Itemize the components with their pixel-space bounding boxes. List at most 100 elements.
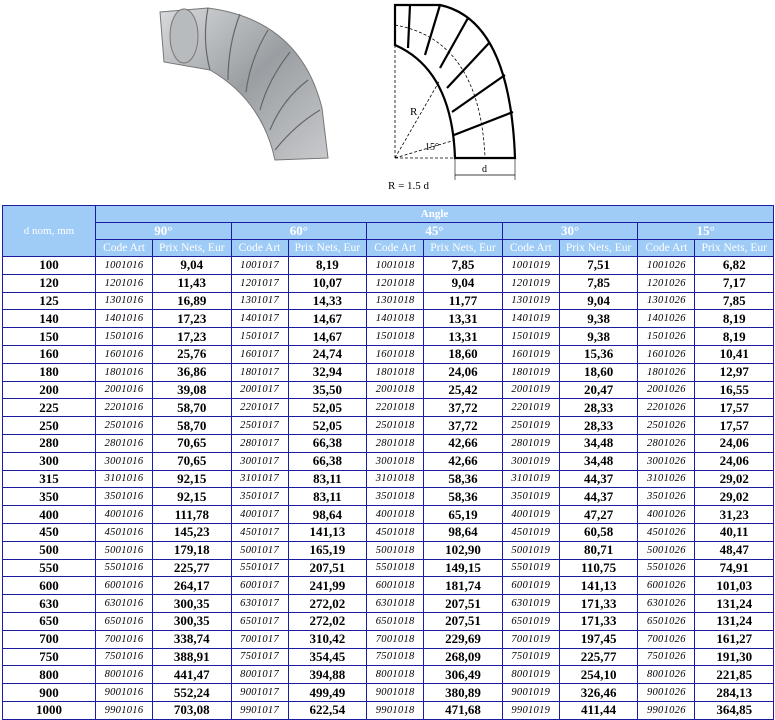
price-cell: 145,23	[152, 522, 232, 542]
d-nom-cell: 600	[2, 576, 96, 596]
d-nom-cell: 180	[2, 362, 96, 382]
price-cell: 141,13	[287, 522, 368, 542]
price-cell: 149,15	[423, 558, 503, 578]
price-cell: 161,27	[694, 629, 775, 649]
price-cell: 29,02	[694, 487, 775, 507]
table-row: 125 1301016 16,89 1301017 14,33 1301018 11,77 1…	[2, 291, 775, 311]
price-cell: 24,06	[694, 451, 775, 471]
code-art-cell: 2001026	[637, 380, 696, 400]
price-cell: 471,68	[423, 700, 503, 720]
header-angle-1: 60°	[230, 222, 368, 240]
code-art-cell: 2201026	[637, 398, 696, 418]
code-art-cell: 2001017	[230, 380, 289, 400]
code-art-cell: 6501019	[501, 611, 560, 631]
code-art-cell: 1801018	[366, 362, 425, 382]
price-cell: 70,65	[152, 451, 232, 471]
price-cell: 338,74	[152, 629, 232, 649]
code-art-cell: 2501017	[230, 416, 289, 435]
code-art-cell: 5501019	[501, 558, 560, 578]
code-art-cell: 5501026	[637, 558, 696, 578]
price-cell: 66,38	[287, 433, 368, 453]
code-art-cell: 9901019	[501, 700, 560, 720]
price-cell: 102,90	[423, 540, 503, 560]
table-row: 550 5501016 225,77 5501017 207,51 5501018 149,…	[2, 558, 775, 578]
price-cell: 6,82	[694, 256, 775, 275]
price-cell: 34,48	[558, 433, 639, 453]
header-angle: Angle	[94, 205, 775, 223]
code-art-cell: 1001018	[366, 256, 425, 275]
code-art-cell: 1001019	[501, 256, 560, 275]
code-art-cell: 8001019	[501, 665, 560, 685]
code-art-cell: 3101016	[95, 469, 153, 489]
code-art-cell: 1801019	[501, 362, 560, 382]
price-cell: 20,47	[558, 380, 639, 400]
code-art-cell: 3001017	[230, 451, 289, 471]
code-art-cell: 5001018	[366, 540, 425, 560]
elbow-diagram: R 15° d	[393, 3, 517, 180]
d-nom-cell: 280	[2, 433, 96, 453]
code-art-cell: 3501019	[501, 487, 560, 507]
price-cell: 101,03	[694, 576, 775, 596]
d-nom-cell: 315	[2, 469, 96, 489]
table-row: 450 4501016 145,23 4501017 141,13 4501018 98,6…	[2, 522, 775, 542]
code-art-cell: 1801016	[95, 362, 153, 382]
code-art-cell: 9001017	[230, 683, 289, 702]
code-art-cell: 9901017	[230, 700, 289, 720]
price-cell: 191,30	[694, 647, 775, 667]
price-cell: 7,85	[558, 273, 639, 293]
price-cell: 8,19	[694, 309, 775, 329]
price-cell: 179,18	[152, 540, 232, 560]
header-price: Prix Nets, Eur	[287, 239, 368, 257]
price-cell: 18,60	[558, 362, 639, 382]
price-cell: 284,13	[694, 683, 775, 702]
code-art-cell: 3001019	[501, 451, 560, 471]
code-art-cell: 1301018	[366, 291, 425, 311]
price-cell: 552,24	[152, 683, 232, 702]
code-art-cell: 3001018	[366, 451, 425, 471]
price-cell: 83,11	[287, 487, 368, 507]
code-art-cell: 1601026	[637, 344, 696, 364]
price-cell: 165,19	[287, 540, 368, 560]
price-cell: 92,15	[152, 487, 232, 507]
price-cell: 25,76	[152, 344, 232, 364]
price-cell: 24,06	[694, 433, 775, 453]
price-cell: 65,19	[423, 505, 503, 524]
price-cell: 141,13	[558, 576, 639, 596]
price-cell: 225,77	[558, 647, 639, 667]
table-row: 180 1801016 36,86 1801017 32,94 1801018 24,06 1…	[2, 362, 775, 382]
price-cell: 207,51	[423, 594, 503, 613]
price-cell: 58,36	[423, 487, 503, 507]
price-cell: 11,77	[423, 291, 503, 311]
price-cell: 326,46	[558, 683, 639, 702]
table-row: 250 2501016 58,70 2501017 52,05 2501018 37,72 2…	[2, 416, 775, 435]
code-art-cell: 3101017	[230, 469, 289, 489]
code-art-cell: 4001017	[230, 505, 289, 524]
code-art-cell: 2201019	[501, 398, 560, 418]
price-cell: 221,85	[694, 665, 775, 685]
price-cell: 411,44	[558, 700, 639, 720]
price-cell: 80,71	[558, 540, 639, 560]
table-row: 900 9001016 552,24 9001017 499,49 9001018 380,…	[2, 683, 775, 702]
price-cell: 98,64	[423, 522, 503, 542]
price-cell: 254,10	[558, 665, 639, 685]
price-cell: 98,64	[287, 505, 368, 524]
price-cell: 300,35	[152, 611, 232, 631]
table-row: 150 1501016 17,23 1501017 14,67 1501018 13,31 1…	[2, 327, 775, 346]
price-cell: 25,42	[423, 380, 503, 400]
table-row: 225 2201016 58,70 2201017 52,05 2201018 37,72 2…	[2, 398, 775, 418]
code-art-cell: 3501018	[366, 487, 425, 507]
table-row: 500 5001016 179,18 5001017 165,19 5001018 102,…	[2, 540, 775, 560]
table-row: 650 6501016 300,35 6501017 272,02 6501018 207,…	[2, 611, 775, 631]
price-cell: 394,88	[287, 665, 368, 685]
code-art-cell: 6001017	[230, 576, 289, 596]
table-row: 140 1401016 17,23 1401017 14,67 1401018 13,31 1…	[2, 309, 775, 329]
d-nom-cell: 250	[2, 416, 96, 435]
price-table: d nom, mm Angle 90° 60° 45° 30° 15° Code Art Pri…	[2, 205, 775, 720]
code-art-cell: 4001018	[366, 505, 425, 524]
header-code-art: Code Art	[95, 239, 153, 257]
code-art-cell: 7501016	[95, 647, 153, 667]
code-art-cell: 1801026	[637, 362, 696, 382]
code-art-cell: 1401026	[637, 309, 696, 329]
code-art-cell: 1501026	[637, 327, 696, 346]
code-art-cell: 5001026	[637, 540, 696, 560]
